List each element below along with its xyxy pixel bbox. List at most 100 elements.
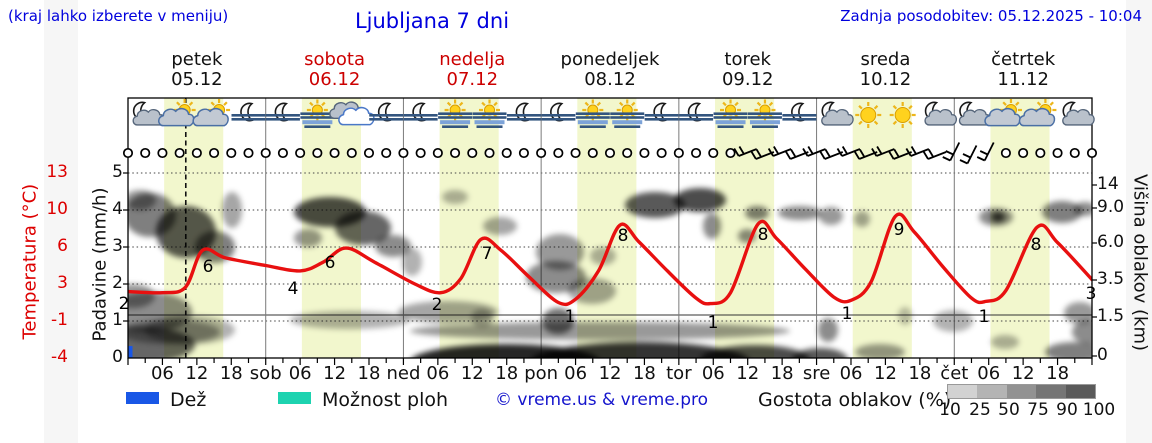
cloud-blob	[792, 348, 848, 358]
temperature-label: 9	[894, 220, 905, 240]
time-tick-18-2: 18	[219, 363, 243, 384]
cloud-blob	[991, 335, 1019, 349]
temperature-label: 3	[1086, 284, 1097, 304]
showers-legend-swatch	[278, 392, 311, 404]
cloud-blob	[222, 192, 242, 228]
cloud-blob	[195, 231, 235, 263]
cloud-density-legend-label: Gostota oblakov (%)	[758, 389, 952, 411]
marker-circle	[260, 147, 271, 159]
time-tick-06-0: 06	[150, 363, 174, 384]
marker-circle	[312, 147, 323, 159]
copyright-link[interactable]: © vreme.us & vreme.pro	[495, 390, 709, 410]
last-update: Zadnja posodobitev: 05.12.2025 - 10:04	[840, 7, 1142, 25]
marker-circle	[639, 147, 650, 159]
cloud-blob	[442, 190, 468, 204]
cloud-blob	[625, 192, 685, 218]
cloud-blob	[536, 234, 584, 270]
wind-marker-row	[122, 142, 1098, 165]
time-tick-čet-23: čet	[940, 363, 969, 384]
cloud-density-scale	[947, 384, 1096, 399]
cloud-blob	[700, 345, 810, 358]
temperature-label: 1	[708, 313, 719, 333]
cloud-blob	[128, 190, 156, 210]
temp-tick--4: -4	[51, 347, 68, 367]
time-tick-18-6: 18	[357, 363, 381, 384]
temp-tick-10: 10	[46, 199, 68, 219]
marker-circle	[1035, 147, 1046, 159]
weather-icon-moon-cloud	[924, 101, 958, 126]
wind-barb	[871, 146, 895, 157]
cloud-blob	[855, 344, 905, 358]
weather-icon-sun	[889, 102, 916, 128]
cloud-height-tick-9.0: 9.0	[1097, 197, 1125, 217]
temp-tick-6: 6	[57, 236, 68, 256]
left-axis-strip	[44, 0, 78, 443]
wind-barb	[905, 146, 930, 157]
temperature-label: 1	[842, 304, 853, 324]
precip-tick-3: 3	[112, 236, 123, 256]
marker-circle	[518, 147, 529, 159]
marker-circle	[174, 147, 185, 159]
temperature-label: 6	[203, 257, 214, 277]
axis-ticks	[123, 172, 1097, 365]
temperature-label: 4	[288, 279, 299, 299]
cloud-blob	[128, 284, 155, 308]
marker-circle	[398, 147, 409, 159]
weather-icon-sun-cloud	[192, 99, 231, 127]
cloud-blob	[294, 229, 322, 247]
precip-tick-5: 5	[112, 162, 123, 182]
marker-circle	[570, 147, 581, 159]
cloud-blob	[991, 212, 1005, 222]
cloud-blob	[933, 310, 973, 332]
cloud-blob	[483, 217, 517, 235]
wind-barb	[976, 142, 995, 162]
location-hint: (kraj lahko izberete v meniju)	[8, 7, 229, 25]
marker-circle	[708, 147, 719, 159]
temperature-label: 8	[1031, 235, 1042, 255]
right-axis-strip	[1126, 0, 1152, 443]
temperature-label: 2	[119, 294, 130, 314]
cloud-blob	[854, 211, 870, 227]
time-tick-12-25: 12	[1011, 363, 1035, 384]
marker-circle	[122, 147, 134, 159]
weather-icon-moon-fog	[782, 102, 817, 122]
weather-icon-sun-fog	[713, 99, 748, 128]
weather-icon-sun-cloud	[984, 99, 1022, 127]
rain-legend-swatch	[126, 392, 159, 404]
scale-segment	[977, 385, 1007, 398]
weather-icon-moon-cloud	[821, 101, 854, 126]
precip-tick-4: 4	[112, 199, 123, 219]
cloud-height-tick-14: 14	[1097, 174, 1119, 194]
temp-tick-3: 3	[57, 273, 68, 293]
cloud-blob	[1045, 342, 1092, 358]
wind-barb	[733, 146, 758, 157]
temperature-label: 2	[432, 295, 443, 315]
wind-barb	[942, 142, 961, 162]
cloud-blob	[1074, 202, 1092, 216]
scale-segment	[1006, 385, 1037, 398]
marker-circle	[467, 147, 478, 159]
scale-segment	[1036, 385, 1066, 398]
day-header-nedelja: nedelja 07.12	[439, 49, 506, 90]
temperature-label: 6	[325, 253, 336, 273]
time-tick-18-14: 18	[632, 363, 656, 384]
marker-circle	[157, 147, 168, 159]
marker-circle	[656, 147, 667, 159]
cloud-blob	[1064, 302, 1092, 324]
marker-circle	[209, 147, 220, 159]
weather-icon-sun-fog	[300, 99, 335, 128]
cloud-blob	[674, 188, 726, 212]
time-tick-ned-7: ned	[386, 363, 421, 384]
cloud-height-tick-0: 0	[1097, 345, 1108, 365]
cloud-height-tick-3.5: 3.5	[1097, 269, 1125, 289]
precip-tick-1: 1	[112, 310, 123, 330]
time-tick-06-8: 06	[426, 363, 450, 384]
time-tick-tor-15: tor	[666, 363, 692, 384]
cloud-blob	[745, 206, 769, 220]
marker-circle	[1069, 147, 1080, 159]
time-tick-18-26: 18	[1046, 363, 1070, 384]
weather-icon-moon-fog	[265, 102, 300, 122]
weather-icon-moon-cloud	[132, 101, 166, 126]
temperature-label: 1	[979, 307, 990, 327]
